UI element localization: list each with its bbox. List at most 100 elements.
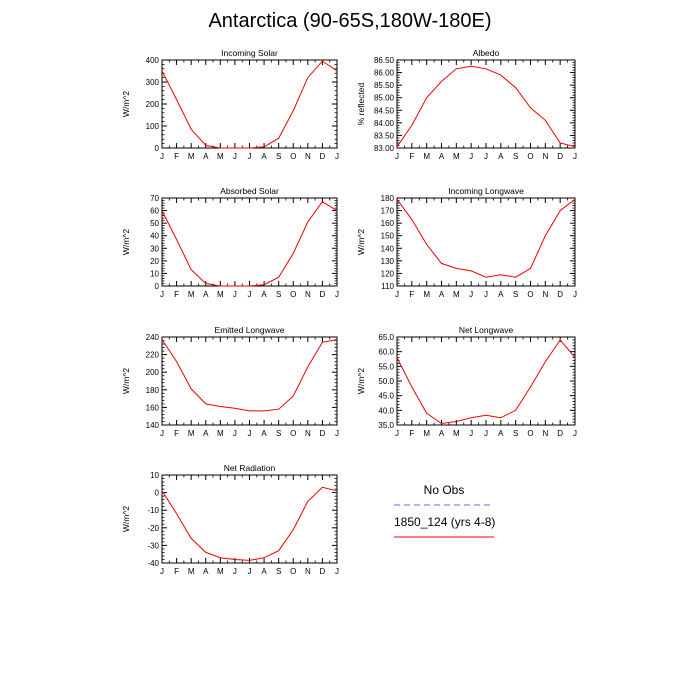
- x-tick-label: J: [395, 152, 399, 161]
- y-tick-label: -10: [147, 506, 159, 515]
- x-tick-label: M: [423, 429, 430, 438]
- y-tick-label: 220: [146, 351, 160, 360]
- x-tick-label: A: [498, 290, 504, 299]
- x-tick-label: F: [409, 290, 414, 299]
- y-tick-label: 200: [146, 100, 160, 109]
- x-tick-label: M: [188, 429, 195, 438]
- y-axis-label: % reflected: [356, 82, 366, 125]
- x-tick-label: J: [335, 152, 339, 161]
- series-line-incoming-solar: [161, 60, 338, 149]
- y-tick-label: 160: [146, 403, 160, 412]
- y-tick-label: -30: [147, 541, 159, 550]
- plot-frame: [396, 336, 576, 426]
- x-tick-label: O: [527, 290, 533, 299]
- x-tick-label: A: [261, 429, 267, 438]
- x-tick-label: M: [217, 290, 224, 299]
- x-tick-label: S: [513, 429, 518, 438]
- x-tick-label: O: [290, 567, 296, 576]
- x-tick-label: N: [542, 290, 548, 299]
- plot-frame: [161, 474, 338, 564]
- y-tick-label: 110: [381, 282, 394, 291]
- series-line-net-longwave: [396, 339, 576, 425]
- x-tick-label: J: [573, 152, 577, 161]
- x-tick-label: J: [469, 429, 473, 438]
- legend-model-label: 1850_124 (yrs 4-8): [394, 515, 495, 529]
- x-tick-label: J: [233, 567, 237, 576]
- x-tick-label: N: [305, 152, 311, 161]
- x-tick-label: O: [527, 152, 533, 161]
- panel-title: Net Radiation: [224, 463, 276, 473]
- y-tick-label: 100: [146, 122, 160, 131]
- y-tick-label: 70: [150, 194, 159, 203]
- x-tick-label: F: [174, 152, 179, 161]
- y-tick-label: 20: [150, 257, 159, 266]
- series-line-emitted-longwave: [161, 339, 338, 412]
- series-line-incoming-longwave: [396, 198, 576, 278]
- panel-title: Net Longwave: [459, 325, 514, 335]
- y-tick-label: 84.00: [374, 119, 395, 128]
- x-tick-label: J: [484, 152, 488, 161]
- x-tick-label: M: [188, 290, 195, 299]
- y-tick-label: 180: [381, 194, 395, 203]
- x-tick-label: N: [542, 429, 548, 438]
- x-tick-label: J: [484, 429, 488, 438]
- y-tick-label: 140: [146, 421, 160, 430]
- x-tick-label: J: [395, 429, 399, 438]
- y-tick-label: 300: [146, 78, 160, 87]
- x-tick-label: D: [557, 429, 563, 438]
- x-tick-label: J: [160, 567, 164, 576]
- y-tick-label: 40: [150, 232, 159, 241]
- plot-frame: [396, 197, 576, 287]
- series-line-net-radiation: [161, 486, 338, 561]
- y-tick-label: 10: [150, 269, 159, 278]
- y-tick-label: 10: [150, 471, 159, 480]
- x-tick-label: D: [320, 567, 326, 576]
- x-tick-label: S: [513, 152, 518, 161]
- x-tick-label: J: [573, 429, 577, 438]
- y-axis-label: W/m^2: [121, 91, 131, 117]
- x-tick-label: F: [174, 567, 179, 576]
- y-tick-label: 30: [150, 244, 159, 253]
- y-tick-label: 83.50: [374, 131, 395, 140]
- plot-frame: [161, 336, 338, 426]
- series-line-albedo: [396, 65, 576, 148]
- x-tick-label: S: [513, 290, 518, 299]
- y-tick-label: 86.00: [374, 69, 395, 78]
- x-tick-label: J: [573, 290, 577, 299]
- x-tick-label: O: [290, 290, 296, 299]
- x-tick-label: J: [335, 429, 339, 438]
- panel-title: Albedo: [473, 48, 500, 58]
- x-tick-label: D: [320, 152, 326, 161]
- y-axis-label: W/m^2: [121, 506, 131, 532]
- panel-title: Incoming Longwave: [448, 186, 524, 196]
- x-tick-label: A: [261, 152, 267, 161]
- x-tick-label: J: [160, 290, 164, 299]
- y-tick-label: 65.0: [378, 333, 394, 342]
- y-tick-label: -40: [147, 559, 159, 568]
- x-tick-label: J: [484, 290, 488, 299]
- x-tick-label: M: [188, 567, 195, 576]
- y-tick-label: 0: [155, 282, 160, 291]
- x-tick-label: A: [203, 152, 209, 161]
- y-tick-label: 83.00: [374, 144, 395, 153]
- y-axis-label: W/m^2: [356, 368, 366, 394]
- x-tick-label: N: [305, 290, 311, 299]
- x-tick-label: A: [261, 290, 267, 299]
- x-tick-label: J: [248, 567, 252, 576]
- y-axis-label: W/m^2: [121, 368, 131, 394]
- legend-obs-label: No Obs: [424, 483, 465, 497]
- x-tick-label: S: [276, 152, 281, 161]
- panel-title: Absorbed Solar: [220, 186, 279, 196]
- x-tick-label: A: [439, 429, 445, 438]
- y-tick-label: 55.0: [378, 362, 394, 371]
- y-tick-label: 40.0: [378, 406, 394, 415]
- y-tick-label: 50.0: [378, 377, 394, 386]
- x-tick-label: N: [305, 429, 311, 438]
- x-tick-label: N: [305, 567, 311, 576]
